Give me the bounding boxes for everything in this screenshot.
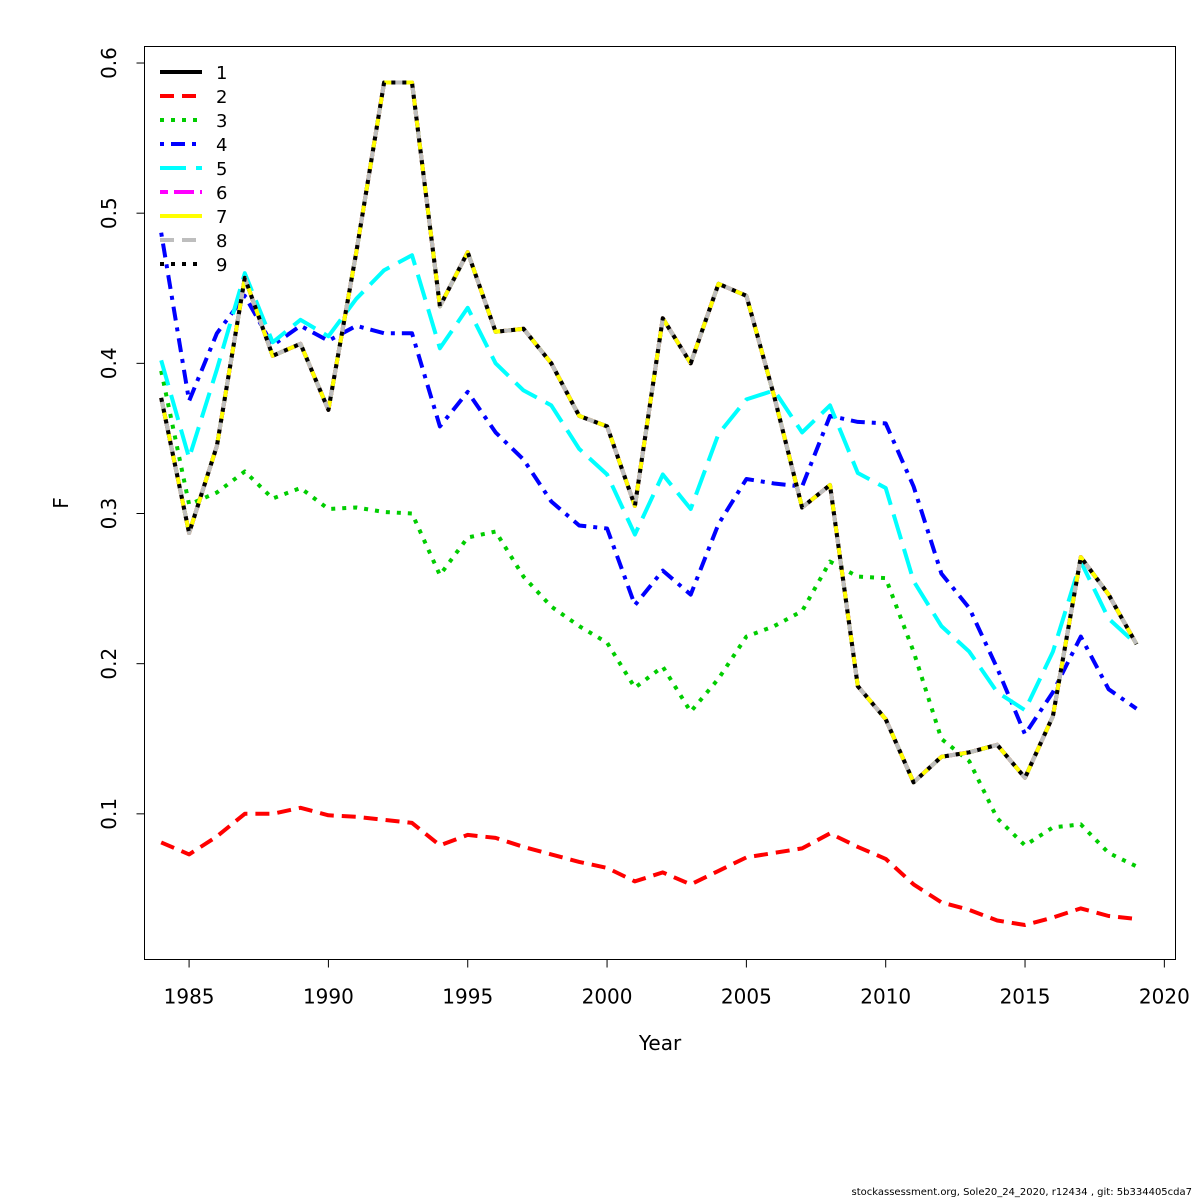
y-tick-label: 0.4 [97,347,121,379]
x-tick-label: 1990 [303,985,354,1009]
legend-label: 2 [216,87,227,108]
legend-label: 8 [216,231,227,252]
legend-label: 7 [216,207,227,228]
legend: 1 2 3 4 5 6 7 8 9 [160,63,227,276]
x-tick-label: 2015 [1000,985,1051,1009]
x-tick-label: 2020 [1139,985,1190,1009]
plot-frame [144,46,1176,960]
legend-label: 6 [216,183,227,204]
legend-label: 4 [216,135,227,156]
x-tick-label: 2000 [582,985,633,1009]
series-line-3 [159,370,1138,869]
x-tick-label: 2005 [721,985,772,1009]
series-lines [159,80,1139,927]
legend-label: 3 [216,111,227,132]
y-tick-label: 0.2 [97,648,121,680]
y-tick-label: 0.6 [97,47,121,79]
x-tick-label: 1995 [442,985,493,1009]
x-tick-label: 1985 [164,985,215,1009]
y-tick-label: 0.1 [97,798,121,830]
y-axis-title: F [49,497,73,509]
y-axis: 0.1 0.2 0.3 0.4 0.5 0.6 [97,47,145,830]
series-line-9 [159,80,1139,785]
legend-label: 9 [216,255,227,276]
series-line-4 [159,232,1138,737]
x-axis-title: Year [638,1031,682,1055]
legend-label: 1 [216,63,227,84]
x-tick-label: 2010 [860,985,911,1009]
footer-credit: stockassessment.org, Sole20_24_2020, r12… [851,1187,1193,1198]
y-tick-label: 0.3 [97,498,121,530]
series-line-2 [160,805,1137,927]
series-line-5 [159,253,1138,713]
y-tick-label: 0.5 [97,197,121,229]
x-axis: 1985 1990 1995 2000 2005 2010 2015 2020 [164,959,1190,1009]
legend-label: 5 [216,159,227,180]
